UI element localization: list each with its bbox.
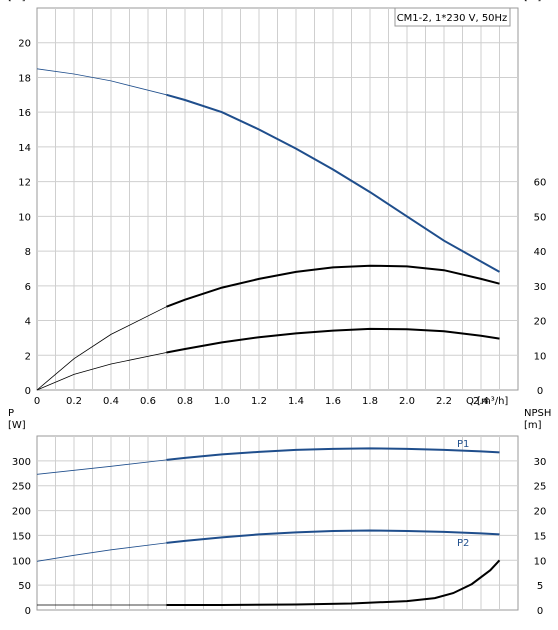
- series-p2-line-thin: [36, 542, 167, 562]
- left-tick-label: 0: [25, 386, 31, 397]
- left-axis-unit: [W]: [8, 420, 26, 431]
- right-axis-unit: [%]: [524, 0, 541, 3]
- right-tick-label: 0: [537, 386, 543, 397]
- series-label-p1: P1: [457, 439, 469, 450]
- left-tick-label: 18: [18, 73, 31, 84]
- series-eta-low-line-thin: [36, 352, 167, 391]
- series-eta-low-line: [166, 327, 500, 354]
- left-tick-label: 300: [12, 457, 31, 468]
- head-efficiency-panel: 024681012141618200102030405060H[m]eta[%]…: [8, 0, 546, 407]
- series-label-p2: P2: [457, 538, 469, 549]
- right-tick-label: 10: [534, 556, 547, 567]
- left-axis-unit: [m]: [8, 0, 26, 3]
- x-tick-label: 0.4: [103, 396, 119, 407]
- x-tick-label: 0: [34, 396, 40, 407]
- right-tick-label: 15: [534, 531, 547, 542]
- left-tick-label: 150: [12, 531, 31, 542]
- title-box: [394, 7, 511, 27]
- left-tick-label: 250: [12, 482, 31, 493]
- x-tick-label: 1.8: [362, 396, 378, 407]
- left-tick-label: 50: [18, 581, 31, 592]
- series-p1-line-thin: [36, 459, 167, 475]
- right-axis-label: NPSH: [524, 408, 551, 419]
- left-tick-label: 16: [18, 108, 31, 119]
- x-tick-label: 2.0: [399, 396, 415, 407]
- series-p2-line: [166, 529, 500, 544]
- left-tick-label: 200: [12, 507, 31, 518]
- series-p1-line: [166, 447, 500, 461]
- x-tick-label: 1.0: [214, 396, 230, 407]
- x-tick-label: 0.8: [177, 396, 193, 407]
- right-tick-label: 30: [534, 282, 547, 293]
- left-tick-label: 20: [18, 39, 31, 50]
- x-tick-label: 0.2: [66, 396, 82, 407]
- x-tick-label: 2.2: [436, 396, 452, 407]
- left-tick-label: 10: [18, 212, 31, 223]
- x-tick-label: 0.6: [140, 396, 156, 407]
- right-tick-label: 50: [534, 212, 547, 223]
- left-tick-label: 4: [25, 317, 31, 328]
- right-tick-label: 25: [534, 482, 547, 493]
- series-h-line: [166, 93, 500, 273]
- left-tick-label: 8: [25, 247, 31, 258]
- left-tick-label: 100: [12, 556, 31, 567]
- right-tick-label: 5: [537, 581, 543, 592]
- right-tick-label: 10: [534, 351, 547, 362]
- left-tick-label: 14: [18, 143, 31, 154]
- left-tick-label: 12: [18, 178, 31, 189]
- series-h-line-thin: [36, 68, 167, 96]
- right-axis-unit: [m]: [524, 420, 542, 431]
- x-tick-label: 1.6: [325, 396, 341, 407]
- series-eta-high-line: [166, 264, 500, 308]
- x-tick-label: 1.4: [288, 396, 304, 407]
- series-eta-high-line-thin: [36, 306, 167, 391]
- power-npsh-panel: 0 50 100 150 200 250 300 0 5 10 15 20 25 30 P[W] NPSH[m…: [8, 408, 551, 617]
- x-tick-label: 1.2: [251, 396, 267, 407]
- series-npsh-line: [166, 559, 501, 606]
- left-tick-label: 6: [25, 282, 31, 293]
- right-tick-label: 20: [534, 507, 547, 518]
- right-tick-label: 0: [537, 606, 543, 617]
- right-tick-label: 30: [534, 457, 547, 468]
- x-tick-label: 2.4: [473, 396, 489, 407]
- x-axis-label: Q [m³/h]: [466, 396, 508, 407]
- chart-title: CM1-2, 1*230 V, 50Hz: [397, 13, 508, 24]
- right-tick-label: 60: [534, 178, 547, 189]
- right-tick-label: 40: [534, 247, 547, 258]
- left-tick-label: 0: [25, 606, 31, 617]
- left-tick-label: 2: [25, 351, 31, 362]
- left-axis-label: P: [8, 408, 14, 419]
- right-tick-label: 20: [534, 317, 547, 328]
